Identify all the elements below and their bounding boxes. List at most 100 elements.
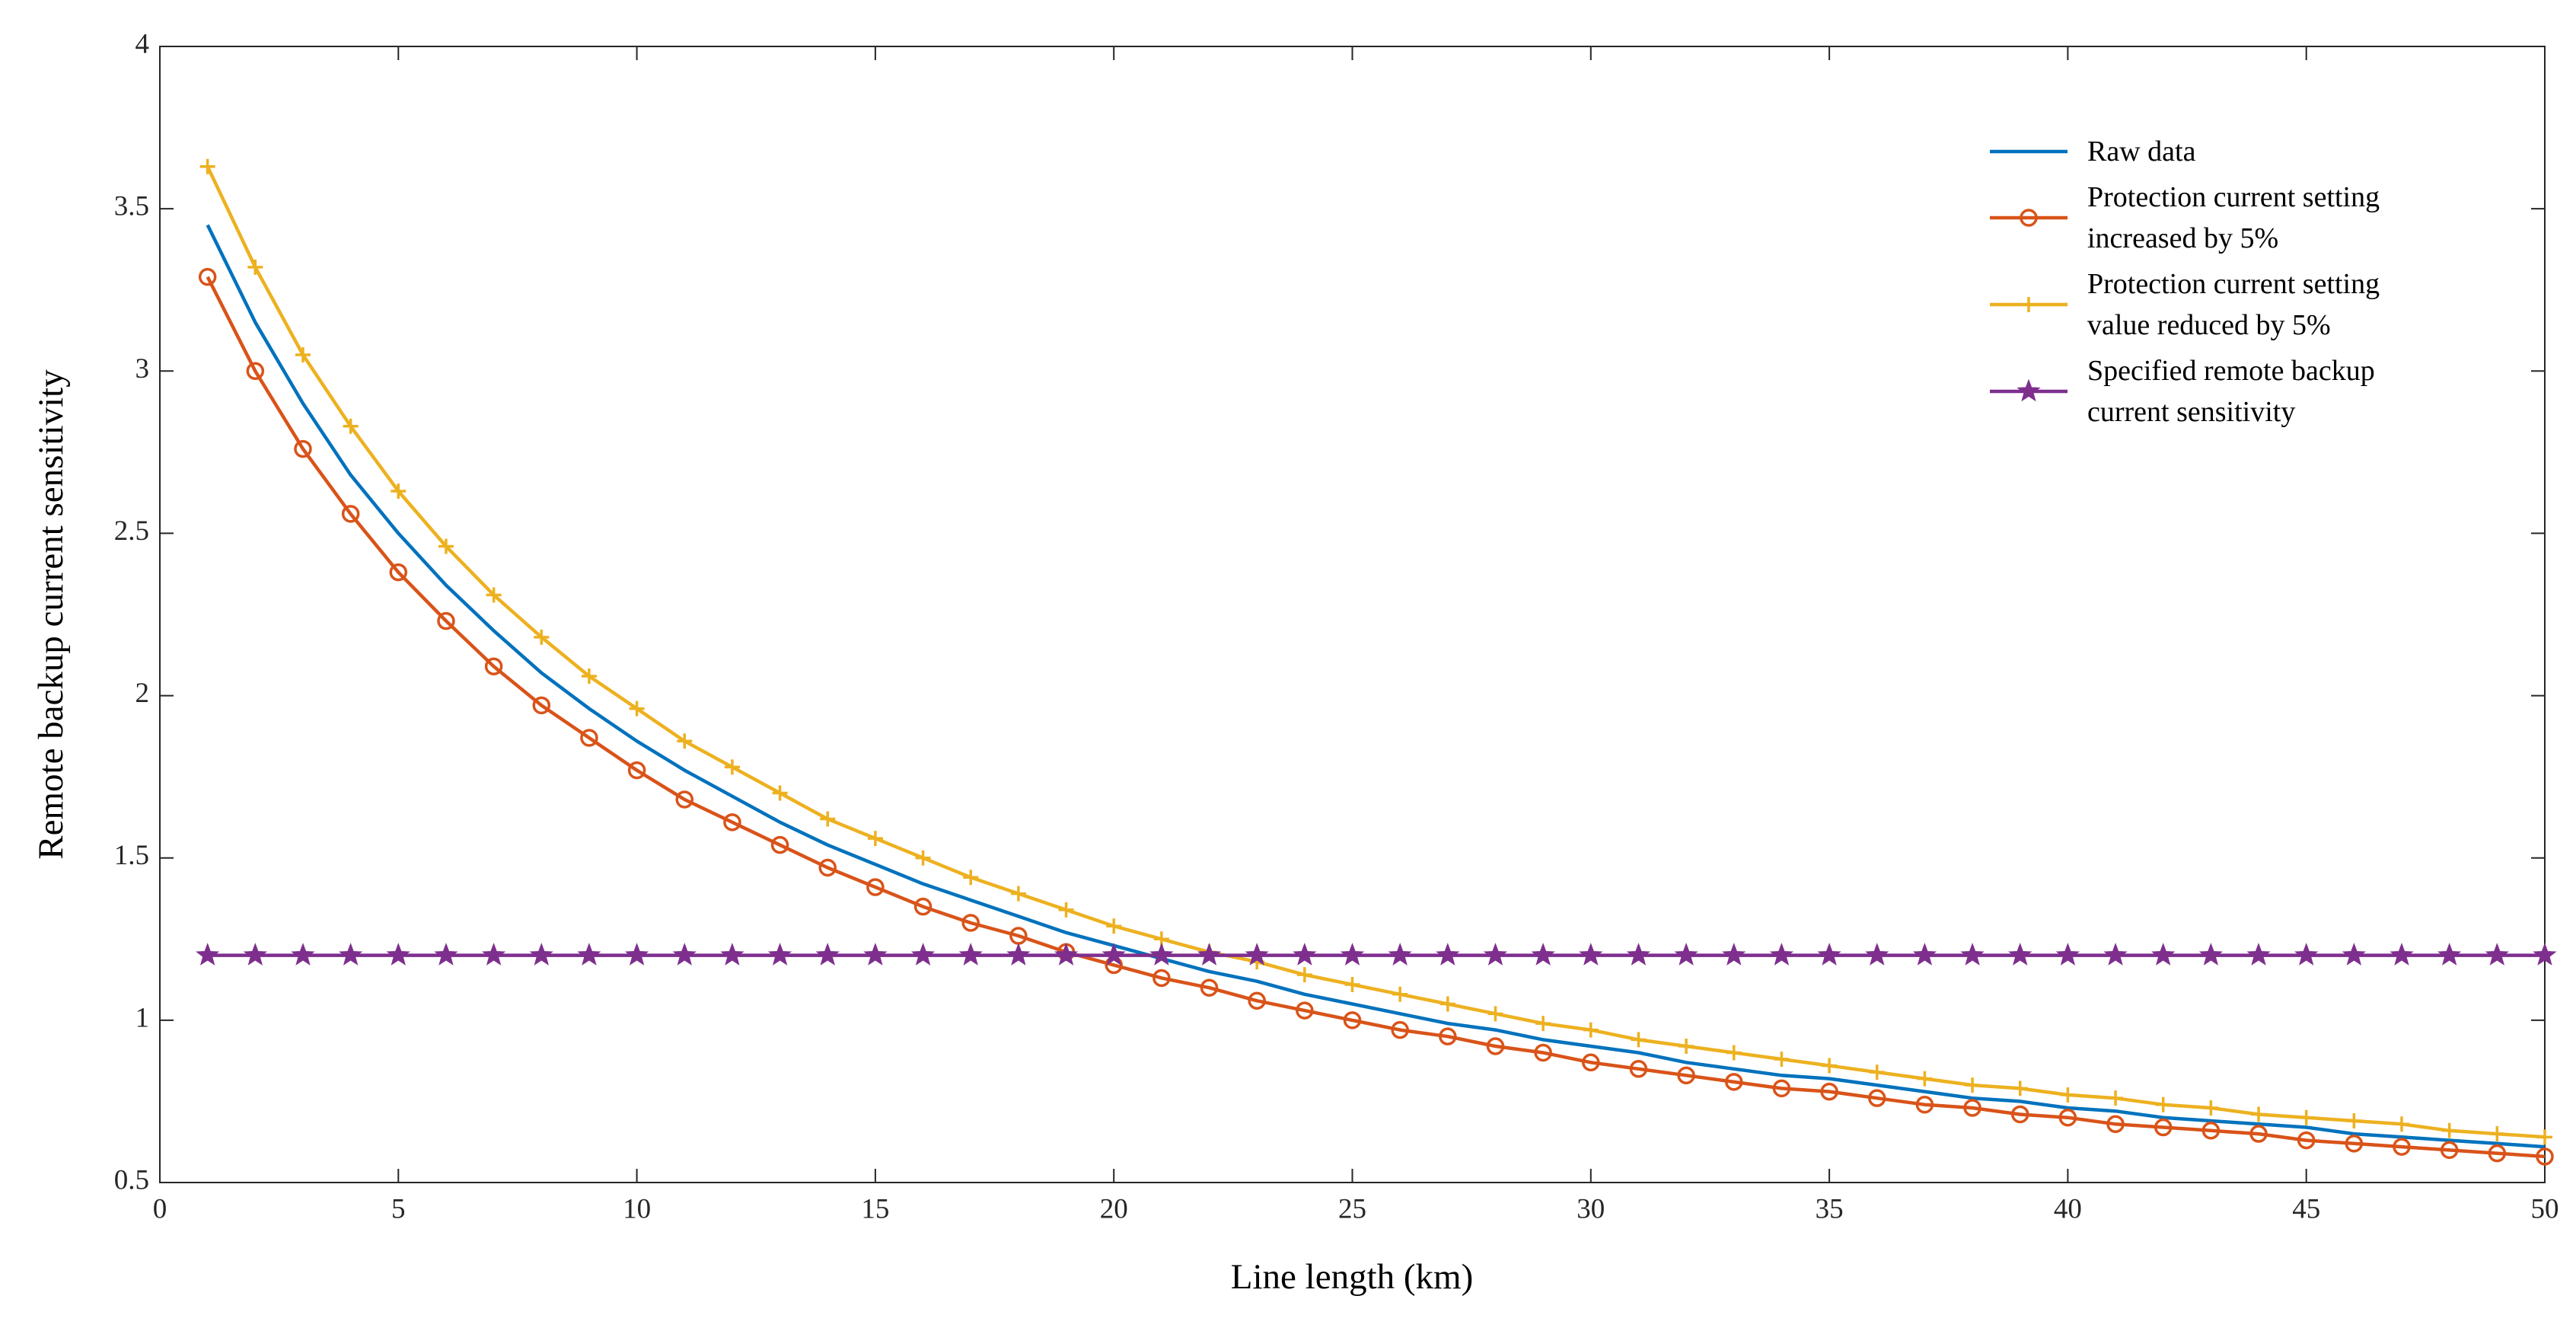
marker [767, 943, 792, 966]
marker [577, 943, 601, 966]
marker [1912, 943, 1937, 966]
marker [2020, 209, 2038, 227]
marker [580, 729, 598, 747]
marker [1296, 1001, 1314, 1020]
marker [961, 914, 980, 932]
marker [624, 943, 649, 966]
marker [1006, 943, 1031, 966]
marker [529, 943, 553, 966]
marker [2294, 943, 2319, 966]
x-tick-label: 5 [391, 1193, 406, 1224]
marker [386, 943, 410, 966]
marker [484, 657, 503, 675]
marker [958, 943, 983, 966]
marker [1344, 976, 1360, 992]
marker [675, 790, 694, 809]
marker [437, 611, 455, 630]
marker [2058, 1108, 2077, 1127]
marker [2297, 1131, 2316, 1150]
marker [1010, 886, 1026, 902]
marker [629, 701, 645, 717]
marker [1534, 1043, 1552, 1062]
marker [1917, 1071, 1933, 1087]
marker [1963, 1099, 1981, 1117]
x-tick-label: 40 [2054, 1193, 2082, 1224]
marker [1054, 943, 1079, 966]
marker [1101, 943, 1126, 966]
marker [1726, 1045, 1742, 1061]
marker [913, 897, 933, 916]
marker [2201, 1122, 2221, 1140]
marker [247, 259, 263, 275]
marker [2298, 1109, 2314, 1125]
marker [1582, 1053, 1600, 1072]
marker [1674, 943, 1698, 966]
marker [295, 346, 311, 362]
marker [294, 439, 312, 458]
marker [1915, 1095, 1934, 1114]
marker [815, 943, 840, 966]
marker [2154, 1118, 2173, 1137]
marker [243, 943, 267, 966]
marker [1965, 1077, 1981, 1093]
marker [1200, 978, 1219, 997]
marker [2393, 1138, 2411, 1156]
legend-label: Specified remote backup current sensitiv… [2087, 355, 2375, 428]
marker [391, 484, 406, 500]
legend-label: Protection current setting value reduced… [2087, 268, 2380, 341]
marker [2533, 943, 2557, 966]
marker [196, 943, 220, 966]
marker [1106, 918, 1122, 934]
marker [1769, 943, 1794, 966]
marker [2251, 1106, 2267, 1122]
marker [2021, 297, 2036, 312]
marker [486, 587, 502, 603]
x-tick-label: 20 [1100, 1193, 1128, 1224]
marker [339, 943, 363, 966]
marker [1774, 1052, 1790, 1068]
marker [2246, 943, 2271, 966]
marker [343, 418, 359, 434]
marker [820, 811, 836, 827]
marker [199, 158, 215, 174]
legend-entry: Raw data [1987, 131, 2474, 172]
x-tick-label: 0 [153, 1193, 167, 1224]
marker [2440, 1141, 2459, 1160]
marker [818, 858, 837, 877]
marker [1772, 1079, 1791, 1098]
marker [672, 943, 697, 966]
plot-frame [159, 46, 2546, 1183]
legend-entry: Protection current setting increased by … [1987, 177, 2474, 259]
marker [2485, 943, 2509, 966]
marker [1483, 943, 1508, 966]
x-tick-label: 50 [2531, 1193, 2559, 1224]
marker [2389, 943, 2414, 966]
marker [1388, 943, 1412, 966]
marker [1486, 1037, 1505, 1055]
marker [2203, 1100, 2219, 1116]
marker [2346, 1113, 2362, 1129]
legend-swatch [1990, 149, 2067, 154]
marker [1153, 969, 1171, 988]
marker [1487, 1006, 1503, 1022]
marker [2016, 378, 2041, 402]
y-tick-label: 1 [135, 1002, 150, 1033]
y-tick-label: 2.5 [114, 515, 149, 547]
marker [1340, 943, 1365, 966]
marker [1296, 967, 1312, 983]
y-tick-label: 3.5 [114, 191, 149, 222]
marker [770, 835, 789, 854]
marker [534, 629, 550, 645]
y-tick-label: 1.5 [114, 840, 149, 871]
marker [2345, 1135, 2364, 1153]
marker [1960, 943, 1985, 966]
marker [2488, 1144, 2507, 1163]
marker [291, 943, 315, 966]
marker [915, 850, 931, 866]
legend-swatch [1990, 209, 2067, 227]
marker [2008, 943, 2032, 966]
marker [1248, 991, 1266, 1010]
marker [863, 943, 888, 966]
marker [581, 668, 597, 684]
